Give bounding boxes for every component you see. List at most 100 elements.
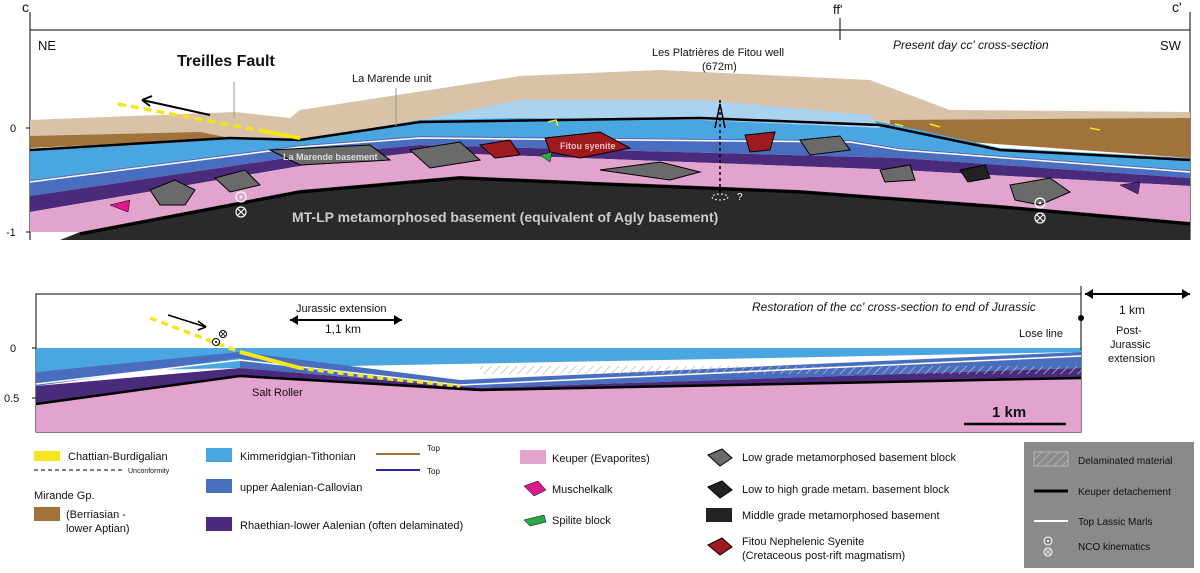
present-day-section: c ff' c' <box>6 0 1191 240</box>
legend-mirande-3: lower Aptian) <box>66 523 130 535</box>
muschelkalk-block <box>109 199 131 213</box>
well-question-mark: ? <box>737 192 743 203</box>
corner-ff-label: ff' <box>833 2 842 17</box>
legend-muschelkalk: Muschelkalk <box>552 484 613 496</box>
legend-mirande-1: Mirande Gp. <box>34 490 95 502</box>
legend-fitou-2: (Cretaceous post-rift magmatism) <box>742 550 905 562</box>
marende-unit-label: La Marende unit <box>352 73 432 85</box>
low-grade-block <box>599 161 702 181</box>
well-bottom-marker <box>711 193 729 201</box>
legend-rhaethian: Rhaethian-lower Aalenian (often delamina… <box>240 520 463 532</box>
legend-chattian-swatch <box>34 451 60 461</box>
restoration-section: Restoration of the cc' cross-section to … <box>4 286 1190 433</box>
fitou-syenite-label: Fitou syenite <box>560 141 616 151</box>
nco-dot-center <box>1038 201 1042 205</box>
low-grade-block <box>1009 177 1072 206</box>
treilles-fault-solid <box>261 129 301 140</box>
salt-roller-label: Salt Roller <box>252 387 303 399</box>
legend-delaminated-swatch <box>1033 451 1069 467</box>
section-title: Present day cc' cross-section <box>893 38 1049 52</box>
nco-cross-icon <box>235 206 247 218</box>
corner-c-label: c <box>22 0 29 15</box>
mirande-layer-left <box>30 132 230 148</box>
fitou-syenite-block <box>478 139 521 159</box>
legend-low-grade: Low grade metamorphosed basement block <box>742 452 957 464</box>
low-high-grade-block <box>959 164 991 183</box>
lose-line-pin <box>1078 315 1084 321</box>
nco-dot-icon <box>1034 197 1046 209</box>
basement-label: MT-LP metamorphosed basement (equivalent… <box>292 209 718 225</box>
legend-fitou-1: Fitou Nephelenic Syenite <box>742 536 864 548</box>
axis-label-0: 0 <box>10 123 16 135</box>
legend-keuper-det: Keuper detachement <box>1078 487 1171 498</box>
fault-slip-arrow <box>141 99 211 116</box>
legend-unconformity: Unconformity <box>128 468 170 475</box>
bedding-ticks <box>547 119 1101 131</box>
low-grade-block <box>213 169 261 193</box>
restored-fault-solid <box>239 350 301 370</box>
restored-slip-arrow <box>167 314 207 328</box>
basement-top-line <box>79 176 1191 236</box>
legend-rhaethian-swatch <box>206 517 232 531</box>
keuper-detachment <box>29 116 1191 162</box>
nco-dot-center <box>239 195 243 199</box>
legend-kimmeridgian: Kimmeridgian-Tithonian <box>240 451 356 463</box>
well-name-label: Les Platrières de Fitou well <box>652 47 784 59</box>
legend-middle-grade: Middle grade metamorphosed basement <box>742 510 940 522</box>
nco-cross-icon <box>1034 212 1046 224</box>
spilite-block <box>539 151 553 163</box>
legend-aalenian-swatch <box>206 479 232 493</box>
legend-muschelkalk-icon <box>523 480 547 497</box>
treilles-fault-trace <box>117 102 301 140</box>
mirande-layer <box>890 118 1190 158</box>
fitou-syenite-block <box>544 131 632 159</box>
legend: Chattian-Burdigalian Unconformity Mirand… <box>34 442 1194 568</box>
restored-rhaethian <box>36 368 1081 404</box>
scale-label: 1 km <box>992 404 1026 421</box>
restored-fault-upper <box>149 316 241 354</box>
restored-nco-dot-icon <box>212 338 220 346</box>
nco-cross-mark <box>1036 214 1044 222</box>
treilles-fault-label: Treilles Fault <box>177 53 275 70</box>
rhaethian-block <box>1119 181 1141 195</box>
low-grade-block <box>799 135 851 156</box>
axis-label-m1: -1 <box>6 227 16 239</box>
restored-slip-arrowhead <box>197 320 207 331</box>
mt-lp-basement <box>60 176 1190 240</box>
legend-nco-dot-center <box>1047 540 1049 542</box>
top-lassic-line <box>29 137 1191 183</box>
restored-keuper <box>36 376 1081 432</box>
legend-top2: Top <box>427 467 440 476</box>
lose-line-label: Lose line <box>1019 328 1063 340</box>
restored-aalenian-wedge <box>240 352 1081 388</box>
legend-middle-grade-swatch <box>706 508 732 522</box>
well-depth-label: (672m) <box>702 61 737 73</box>
marende-basement-label: La Marende basement <box>283 152 378 162</box>
legend-top-lassic: Top Lassic Marls <box>1078 517 1152 528</box>
corner-c-prime-label: c' <box>1172 0 1182 15</box>
legend-spilite-icon <box>523 514 547 527</box>
legend-nco-cross-icon <box>1043 547 1053 557</box>
nco-cross-mark <box>237 208 245 216</box>
legend-low-grade-icon <box>707 448 733 467</box>
legend-low-high-icon <box>707 480 733 499</box>
post-jurassic-label-1: Post- <box>1116 325 1142 337</box>
restored-axis-0: 0 <box>10 343 16 355</box>
legend-spilite: Spilite block <box>552 515 611 527</box>
legend-mirande-swatch <box>34 507 60 521</box>
legend-low-high: Low to high grade metam. basement block <box>742 484 950 496</box>
post-jurassic-value: 1 km <box>1119 303 1145 317</box>
post-jurassic-label-2: Jurassic <box>1110 339 1151 351</box>
legend-mirande-2: (Berriasian - <box>66 509 126 521</box>
marende-basement-block <box>268 144 392 166</box>
legend-fitou-icon <box>707 537 733 556</box>
legend-nco-dot-icon <box>1043 536 1053 546</box>
restored-nco-dot-center <box>215 341 217 343</box>
extension-label: Jurassic extension <box>296 303 387 315</box>
legend-keuper: Keuper (Evaporites) <box>552 453 650 465</box>
ne-label: NE <box>38 38 56 53</box>
restored-detachment <box>35 374 1082 406</box>
legend-keuper-swatch <box>520 450 546 464</box>
low-grade-block <box>879 164 916 183</box>
